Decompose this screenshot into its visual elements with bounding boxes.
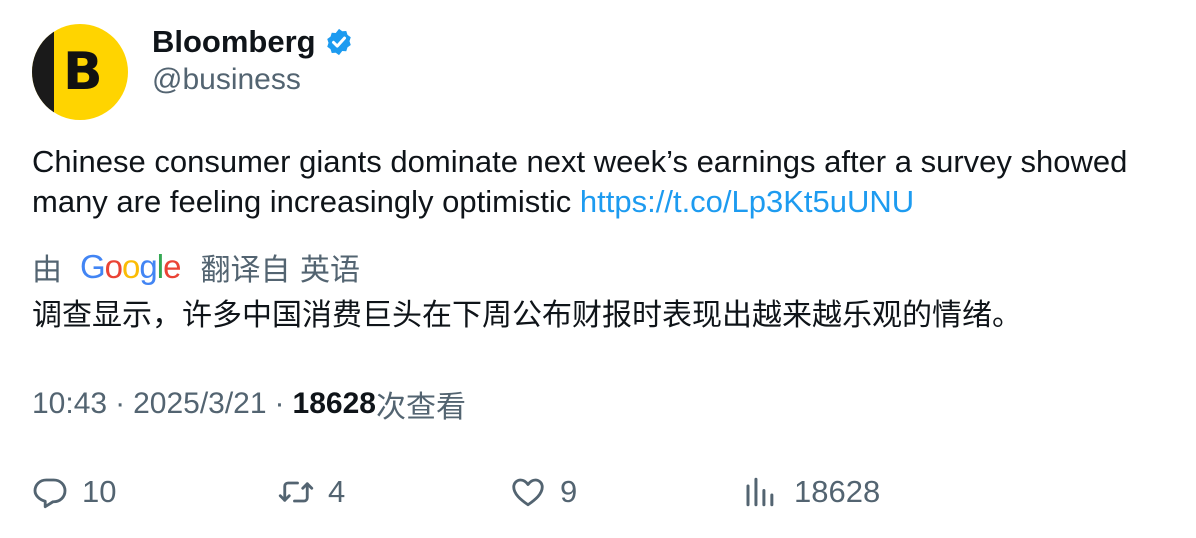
bar-chart-icon <box>746 477 774 507</box>
action-bar: 10 4 9 <box>32 470 1182 514</box>
google-logo-letter: l <box>156 248 164 285</box>
views-count: 18628 <box>292 387 376 420</box>
tweet-text: Chinese consumer giants dominate next we… <box>32 142 1182 222</box>
avatar[interactable]: B <box>32 24 128 120</box>
like-button[interactable]: 9 <box>510 470 577 514</box>
tweet-date[interactable]: 2025/3/21 <box>133 387 267 420</box>
google-logo-letter: g <box>139 248 157 285</box>
heart-icon <box>512 478 544 507</box>
reply-icon <box>33 478 67 509</box>
tweet-meta: 10:43 · 2025/3/21 · 18628 次查看 <box>32 384 466 425</box>
google-logo-letter: G <box>80 248 106 285</box>
google-logo-letter: o <box>122 248 140 285</box>
google-logo[interactable]: G o o g l e <box>80 248 181 286</box>
meta-separator: · <box>274 387 285 420</box>
author-name-row: Bloomberg <box>152 22 354 62</box>
avatar-logo-letter: B <box>63 42 103 102</box>
reply-count: 10 <box>82 474 117 509</box>
tweet-time[interactable]: 10:43 <box>32 387 108 420</box>
views-action-count: 18628 <box>794 474 881 509</box>
like-count: 9 <box>560 474 578 509</box>
author-display-name[interactable]: Bloomberg <box>152 24 316 59</box>
meta-separator: · <box>115 387 126 420</box>
author-handle[interactable]: @business <box>152 63 301 96</box>
retweet-count: 4 <box>328 474 346 509</box>
retweet-button[interactable]: 4 <box>278 470 345 514</box>
translation-suffix: 翻译自 英语 <box>200 253 360 288</box>
retweet-icon <box>278 481 314 503</box>
verified-badge-icon <box>326 28 351 56</box>
avatar-dark-band <box>32 24 54 120</box>
google-logo-letter: e <box>163 248 181 285</box>
translation-prefix: 由 <box>32 253 62 288</box>
translated-text: 调查显示，许多中国消费巨头在下周公布财报时表现出越来越乐观的情绪。 <box>32 298 1022 333</box>
translation-attribution: 由 G o o g l e 翻译自 英语 <box>32 247 360 288</box>
tweet-link[interactable]: https://t.co/Lp3Kt5uUNU <box>579 184 915 219</box>
google-logo-letter: o <box>104 248 123 285</box>
tweet-body: Chinese consumer giants dominate next we… <box>32 144 1128 219</box>
views-button[interactable]: 18628 <box>742 470 880 514</box>
reply-button[interactable]: 10 <box>32 470 116 514</box>
views-label: 次查看 <box>375 390 466 425</box>
